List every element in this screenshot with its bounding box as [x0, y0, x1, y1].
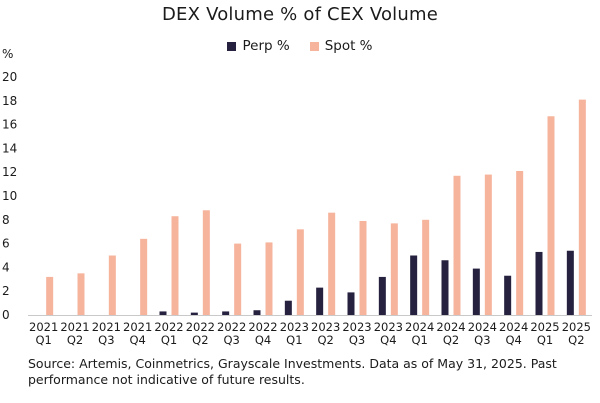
bar-spot — [296, 229, 304, 315]
x-tick-label: 2022 Q3 — [217, 320, 246, 347]
legend-label-perp: Perp % — [242, 38, 290, 54]
y-tick-label: 12 — [2, 165, 17, 179]
bar-perp — [504, 275, 512, 315]
legend-label-spot: Spot % — [324, 38, 373, 54]
y-axis-unit-label: % — [2, 47, 13, 61]
x-tick-label: 2024 Q2 — [436, 320, 465, 347]
bar-perp — [472, 268, 480, 315]
y-tick-label: 18 — [2, 94, 17, 108]
bar-spot — [484, 174, 492, 315]
bar-perp — [566, 250, 574, 315]
bar-perp — [190, 312, 198, 315]
y-tick-label: 4 — [2, 260, 10, 274]
x-tick-label: 2021 Q2 — [60, 320, 89, 347]
bar-perp — [535, 251, 543, 315]
x-tick-label: 2023 Q4 — [374, 320, 403, 347]
legend-swatch-perp — [227, 41, 237, 51]
x-tick-label: 2021 Q4 — [123, 320, 152, 347]
bar-spot — [359, 220, 367, 315]
bar-perp — [222, 311, 230, 315]
bar-perp — [378, 276, 386, 315]
y-tick-label: 10 — [2, 189, 17, 203]
y-tick-label: 16 — [2, 118, 17, 132]
bar-spot — [422, 219, 430, 315]
bar-spot — [46, 276, 54, 315]
x-tick-label: 2023 Q1 — [280, 320, 309, 347]
bar-perp — [316, 287, 324, 315]
bar-spot — [202, 210, 210, 315]
bar-perp — [441, 260, 449, 315]
bar-perp — [410, 255, 418, 315]
bar-spot — [547, 116, 555, 316]
source-note: Source: Artemis, Coinmetrics, Grayscale … — [28, 356, 557, 387]
x-tick-label: 2022 Q2 — [186, 320, 215, 347]
y-tick-label: 8 — [2, 213, 10, 227]
x-tick-label: 2021 Q3 — [92, 320, 121, 347]
bar-spot — [390, 223, 398, 315]
x-tick-label: 2024 Q3 — [468, 320, 497, 347]
x-tick-label: 2023 Q2 — [311, 320, 340, 347]
x-tick-label: 2024 Q4 — [499, 320, 528, 347]
bar-spot — [77, 273, 85, 315]
legend-swatch-spot — [309, 41, 319, 51]
bar-perp — [284, 300, 292, 315]
bar-spot — [578, 99, 586, 315]
legend-item-perp: Perp % — [227, 38, 290, 54]
bar-perp — [253, 310, 261, 315]
x-tick-label: 2024 Q1 — [405, 320, 434, 347]
legend-item-spot: Spot % — [309, 38, 373, 54]
bar-spot — [265, 242, 273, 315]
y-tick-label: 20 — [2, 70, 17, 84]
bar-spot — [453, 175, 461, 315]
y-tick-label: 6 — [2, 237, 10, 251]
bar-perp — [347, 292, 355, 315]
x-tick-label: 2022 Q1 — [154, 320, 183, 347]
x-tick-label: 2022 Q4 — [248, 320, 277, 347]
bar-spot — [108, 255, 116, 315]
x-tick-label: 2021 Q1 — [29, 320, 58, 347]
chart-title: DEX Volume % of CEX Volume — [162, 4, 438, 25]
y-tick-label: 2 — [2, 284, 10, 298]
bar-spot — [516, 171, 524, 315]
bar-spot — [140, 238, 148, 315]
bar-spot — [171, 216, 179, 315]
x-tick-label: 2023 Q3 — [342, 320, 371, 347]
bar-spot — [328, 212, 336, 315]
x-tick-label: 2025 Q1 — [530, 320, 559, 347]
bar-spot — [234, 243, 242, 315]
x-tick-label: 2025 Q2 — [562, 320, 591, 347]
y-tick-label: 0 — [2, 308, 10, 322]
bar-perp — [159, 311, 167, 315]
y-tick-label: 14 — [2, 141, 17, 155]
legend: Perp % Spot % — [0, 38, 600, 54]
